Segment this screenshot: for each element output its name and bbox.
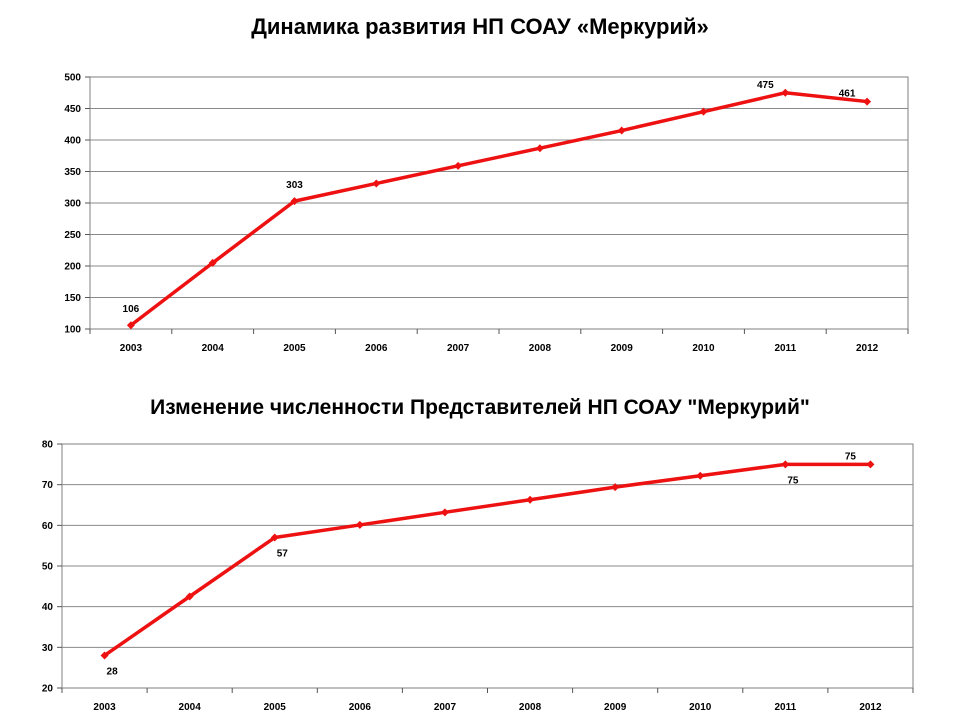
y-tick-label: 350 <box>64 167 81 178</box>
x-tick-label: 2004 <box>179 702 202 713</box>
y-tick-label: 80 <box>42 440 54 451</box>
x-tick-label: 2011 <box>774 343 796 354</box>
data-point <box>611 483 620 492</box>
y-tick-label: 50 <box>42 562 54 573</box>
y-tick-label: 150 <box>64 293 81 304</box>
data-point <box>208 258 217 267</box>
data-point <box>781 460 790 469</box>
y-tick-label: 200 <box>64 262 81 273</box>
x-tick-label: 2005 <box>283 343 306 354</box>
y-tick-label: 450 <box>64 104 81 115</box>
y-tick-label: 250 <box>64 230 81 241</box>
y-tick-label: 60 <box>42 521 54 532</box>
x-tick-label: 2007 <box>447 343 470 354</box>
data-point <box>696 471 705 480</box>
data-label: 28 <box>107 666 119 677</box>
data-point <box>617 126 626 135</box>
y-tick-label: 40 <box>42 602 54 613</box>
x-tick-label: 2007 <box>434 702 457 713</box>
x-tick-label: 2003 <box>93 702 116 713</box>
x-tick-label: 2009 <box>611 343 634 354</box>
y-tick-label: 30 <box>42 643 54 654</box>
x-tick-label: 2003 <box>120 343 143 354</box>
chart-2-plot: 20 30 40 50 60 70 80 2003 2004 2005 2006 2007 2008 20… <box>42 440 914 713</box>
data-point <box>440 508 449 517</box>
y-tick-label: 300 <box>64 199 81 210</box>
data-label: 75 <box>787 475 799 486</box>
data-label: 475 <box>757 80 774 91</box>
data-label: 461 <box>839 89 856 100</box>
y-tick-label: 500 <box>64 73 81 84</box>
data-point <box>372 179 381 188</box>
y-tick-label: 400 <box>64 136 81 147</box>
data-point <box>699 107 708 116</box>
data-label: 106 <box>123 304 140 315</box>
x-tick-label: 2011 <box>774 702 796 713</box>
x-tick-label: 2008 <box>529 343 552 354</box>
x-tick-label: 2005 <box>264 702 287 713</box>
x-tick-label: 2009 <box>604 702 627 713</box>
data-point <box>454 161 463 170</box>
series-line <box>129 91 868 327</box>
chart-1-title: Динамика развития НП СОАУ «Меркурий» <box>251 14 709 39</box>
data-point <box>126 321 135 330</box>
series-line <box>103 462 871 657</box>
data-point <box>270 533 279 542</box>
data-label: 75 <box>845 451 857 462</box>
x-tick-label: 2004 <box>202 343 225 354</box>
data-point <box>535 144 544 153</box>
x-tick-label: 2012 <box>859 702 882 713</box>
x-tick-label: 2006 <box>349 702 372 713</box>
x-tick-label: 2010 <box>689 702 712 713</box>
data-label: 57 <box>277 549 289 560</box>
data-point <box>863 97 872 106</box>
data-point <box>100 651 109 660</box>
chart-1-plot: 100 150 200 250 300 350 400 450 500 2003 2004 2005 2… <box>64 73 909 354</box>
y-tick-label: 100 <box>64 325 81 336</box>
data-point <box>866 460 875 469</box>
data-point <box>290 197 299 206</box>
data-label: 303 <box>286 180 303 191</box>
x-tick-label: 2012 <box>856 343 879 354</box>
y-tick-label: 70 <box>42 480 54 491</box>
x-tick-label: 2006 <box>365 343 388 354</box>
y-tick-label: 20 <box>42 684 54 695</box>
x-tick-label: 2010 <box>692 343 715 354</box>
data-point <box>526 495 535 504</box>
x-tick-label: 2008 <box>519 702 542 713</box>
chart-2-title: Изменение численности Представителей НП … <box>150 396 810 419</box>
data-point <box>185 592 194 601</box>
data-point <box>781 88 790 97</box>
data-point <box>355 520 364 529</box>
